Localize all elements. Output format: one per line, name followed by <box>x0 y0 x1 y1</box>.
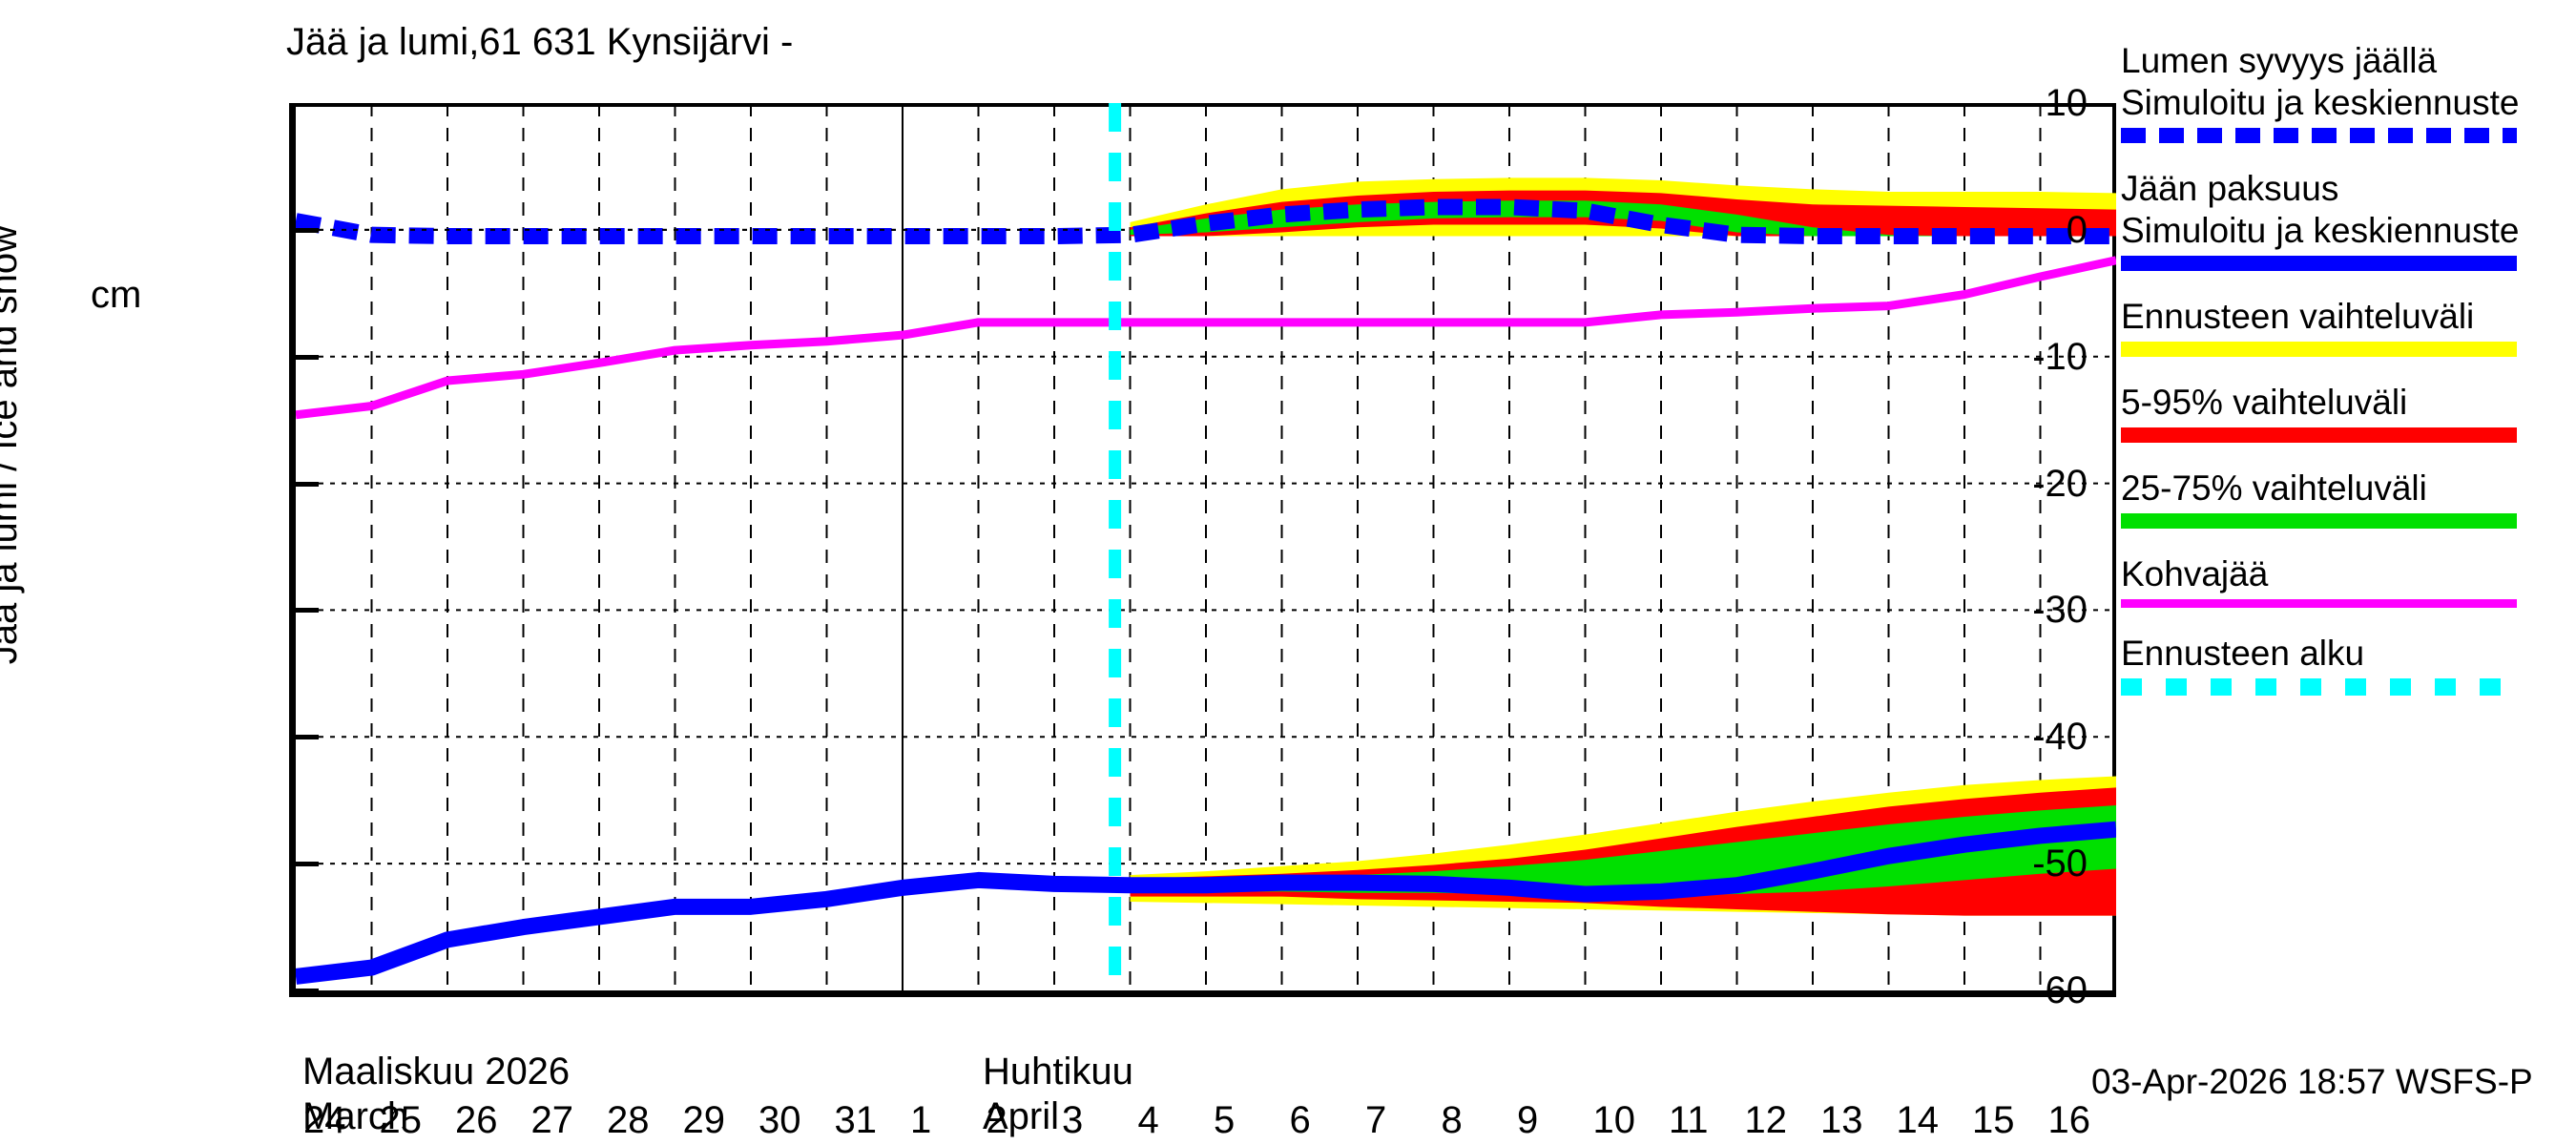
x-tick-label: 8 <box>1441 1099 1463 1141</box>
x-tick-label: 6 <box>1289 1099 1311 1141</box>
x-tick-label: 13 <box>1820 1099 1863 1141</box>
legend-title: Ennusteen alku <box>2121 634 2365 673</box>
y-tick-mark <box>296 481 319 487</box>
month2-en: April <box>983 1095 1060 1137</box>
legend-swatch-range-5-95 <box>2121 427 2517 443</box>
x-tick-label: 5 <box>1214 1099 1236 1141</box>
legend-title: Jään paksuus <box>2121 169 2339 208</box>
x-tick-label: 31 <box>834 1099 878 1141</box>
y-tick-label: -20 <box>2032 462 2088 505</box>
legend-subtitle: Simuloitu ja keskiennuste <box>2121 83 2520 122</box>
legend-item-forecast-range[interactable]: Ennusteen vaihteluväli <box>2121 296 2569 357</box>
legend-item-snow-depth-title[interactable]: Lumen syvyys jäällä Simuloitu ja keskienn… <box>2121 40 2569 143</box>
y-tick-label: 0 <box>2066 208 2088 251</box>
legend-item-slush-ice[interactable]: Kohvajää <box>2121 553 2569 608</box>
y-tick-label: -40 <box>2032 716 2088 759</box>
x-tick-label: 16 <box>2047 1099 2091 1141</box>
legend-title: Lumen syvyys jäällä <box>2121 41 2438 80</box>
y-tick-mark <box>296 989 319 993</box>
legend-swatch-forecast-start <box>2121 678 2517 696</box>
y-tick-label: 10 <box>2045 82 2088 124</box>
y-tick-mark <box>296 608 319 614</box>
legend-subtitle: Simuloitu ja keskiennuste <box>2121 211 2520 250</box>
y-tick-mark <box>296 227 319 233</box>
x-tick-label: 2 <box>986 1099 1008 1141</box>
x-tick-label: 15 <box>1972 1099 2015 1141</box>
y-tick-mark <box>296 735 319 740</box>
month1-en: March <box>302 1095 409 1137</box>
legend-title: Kohvajää <box>2121 554 2269 593</box>
month-block-april: Huhtikuu April <box>983 1050 1133 1139</box>
x-tick-label: 24 <box>303 1099 346 1141</box>
plot-canvas <box>296 103 2116 990</box>
legend-title: 5-95% vaihteluväli <box>2121 383 2408 422</box>
x-tick-label: 3 <box>1062 1099 1084 1141</box>
x-tick-label: 7 <box>1365 1099 1387 1141</box>
legend-item-range-25-75[interactable]: 25-75% vaihteluväli <box>2121 468 2569 529</box>
x-tick-label: 27 <box>530 1099 574 1141</box>
y-axis-unit: cm <box>91 274 142 316</box>
x-tick-label: 30 <box>758 1099 801 1141</box>
y-tick-label: -50 <box>2032 843 2088 885</box>
x-tick-label: 1 <box>910 1099 932 1141</box>
plot-area: 10 0 -10 -20 -30 -40 -50 -60 24 25 26 27 28 29 30 31 1 2… <box>289 84 2116 1139</box>
legend-title: Ennusteen vaihteluväli <box>2121 297 2475 336</box>
y-tick-mark <box>296 354 319 360</box>
legend-swatch-ice-thickness-title <box>2121 256 2517 271</box>
x-tick-label: 10 <box>1592 1099 1636 1141</box>
legend-swatch-forecast-range <box>2121 342 2517 357</box>
x-tick-label: 28 <box>607 1099 650 1141</box>
legend-title: 25-75% vaihteluväli <box>2121 468 2427 508</box>
page-title: Jää ja lumi,61 631 Kynsijärvi - <box>286 21 794 63</box>
legend-swatch-slush-ice <box>2121 599 2517 608</box>
legend-item-forecast-start[interactable]: Ennusteen alku <box>2121 633 2569 696</box>
y-tick-label: -10 <box>2032 335 2088 378</box>
x-tick-label: 11 <box>1669 1099 1709 1141</box>
y-tick-label: -30 <box>2032 589 2088 632</box>
x-tick-label: 29 <box>682 1099 726 1141</box>
month2-fi: Huhtikuu <box>983 1051 1133 1093</box>
legend-item-range-5-95[interactable]: 5-95% vaihteluväli <box>2121 382 2569 443</box>
legend-item-ice-thickness-title[interactable]: Jään paksuus Simuloitu ja keskiennuste <box>2121 168 2569 271</box>
x-tick-label: 26 <box>455 1099 498 1141</box>
y-tick-label: -60 <box>2032 969 2088 1011</box>
legend: Lumen syvyys jäällä Simuloitu ja keskienn… <box>2121 40 2569 720</box>
x-tick-label: 9 <box>1517 1099 1539 1141</box>
x-tick-label: 12 <box>1744 1099 1788 1141</box>
timestamp: 03-Apr-2026 18:57 WSFS-P <box>2091 1062 2533 1101</box>
month1-fi: Maaliskuu 2026 <box>302 1051 571 1093</box>
x-tick-label: 14 <box>1896 1099 1940 1141</box>
month-block-march: Maaliskuu 2026 March <box>302 1050 570 1139</box>
y-tick-mark <box>296 862 319 867</box>
x-tick-label: 4 <box>1137 1099 1159 1141</box>
x-tick-label: 25 <box>379 1099 423 1141</box>
legend-swatch-snow-depth-title <box>2121 128 2517 143</box>
chart-svg <box>296 103 2116 990</box>
legend-swatch-range-25-75 <box>2121 513 2517 529</box>
y-axis-label: Jää ja lumi / Ice and snow <box>0 225 25 665</box>
